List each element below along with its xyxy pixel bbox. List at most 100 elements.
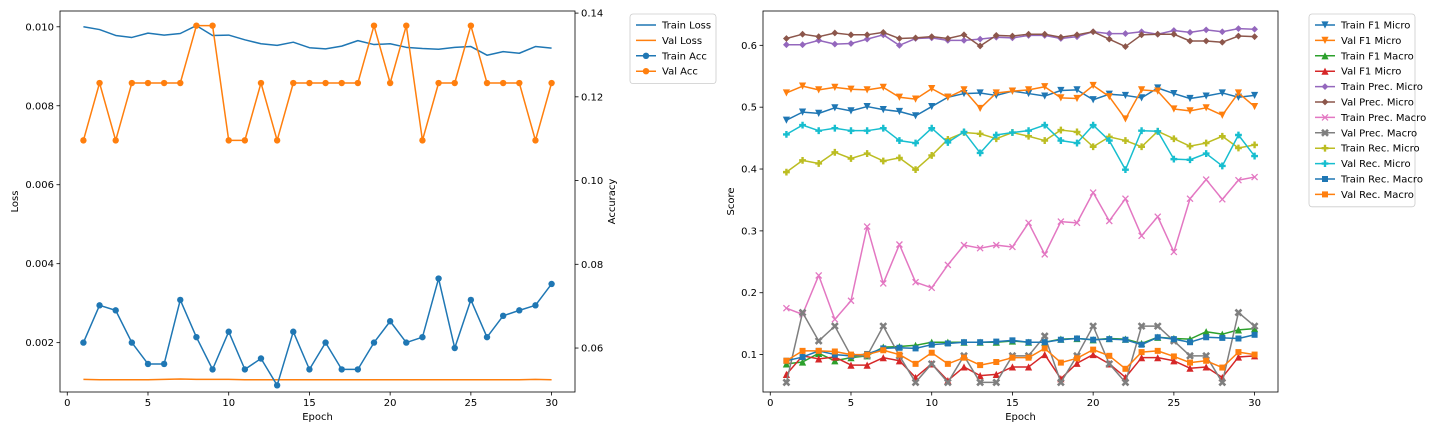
marker-circle (128, 339, 136, 346)
marker-plus-filled (1154, 127, 1162, 135)
marker-circle (516, 307, 523, 314)
data-point (831, 351, 838, 358)
series-line (83, 378, 552, 381)
data-point (960, 31, 968, 39)
marker-diamond (928, 33, 936, 41)
data-point (451, 344, 458, 352)
data-point (960, 36, 968, 44)
marker-plus-filled (799, 121, 806, 129)
series-val-prec-macro (782, 308, 1259, 387)
data-point (944, 139, 952, 146)
y-tick-label: 0.2 (741, 288, 757, 299)
marker-square (799, 347, 806, 354)
marker-diamond (1251, 25, 1258, 33)
data-point (1122, 166, 1129, 174)
marker-diamond (1186, 37, 1194, 45)
data-point (993, 359, 1000, 366)
legend: Train F1 Micro Val F1 Micro Train F1 Macro… (1308, 13, 1426, 208)
data-point (992, 241, 1000, 249)
data-point (799, 347, 806, 354)
marker-square (1057, 336, 1064, 343)
y-right-tick-label: 0.08 (581, 260, 603, 271)
series-train-prec-macro (782, 173, 1259, 323)
data-point (847, 85, 855, 93)
marker-square (993, 359, 1000, 366)
y-right-tick-label: 0.06 (581, 344, 603, 355)
marker-triangle-down (782, 116, 791, 124)
marker-square (1322, 191, 1328, 198)
data-point (1138, 143, 1145, 151)
data-point (516, 307, 523, 314)
marker-square (977, 339, 984, 346)
marker-plus-filled (944, 139, 952, 146)
marker-square (1009, 337, 1016, 344)
marker-square (993, 338, 1000, 345)
data-point (1234, 353, 1243, 361)
data-point (944, 35, 952, 42)
marker-plus-filled (896, 154, 903, 162)
marker-plus-filled (1170, 155, 1178, 163)
data-point (1089, 28, 1097, 36)
marker-plus-filled (1041, 121, 1049, 129)
series-line (83, 24, 552, 56)
marker-triangle-down (1137, 94, 1146, 102)
data-point (80, 339, 87, 346)
marker-x (1202, 176, 1210, 184)
marker-x (1073, 219, 1081, 227)
data-point (815, 109, 823, 117)
plot-area (80, 22, 555, 389)
marker-square (1219, 364, 1226, 371)
data-point (1218, 28, 1226, 36)
data-point (1089, 81, 1097, 90)
marker-circle (241, 366, 249, 373)
data-point (386, 79, 394, 87)
data-point (1203, 357, 1210, 364)
data-point (273, 137, 281, 144)
marker-diamond (1170, 27, 1178, 34)
marker-circle (193, 333, 200, 341)
legend-item: Val Loss (636, 36, 702, 47)
data-point (1024, 363, 1033, 371)
marker-circle (451, 79, 458, 87)
data-point (1186, 142, 1194, 150)
marker-x-filled (1040, 332, 1049, 340)
y-right-tick-label: 0.14 (581, 9, 603, 20)
data-point (290, 328, 297, 335)
marker-triangle-down (1202, 92, 1210, 100)
data-point (928, 124, 936, 132)
marker-square (1106, 352, 1113, 359)
data-point (976, 378, 985, 387)
x-tick-label: 0 (767, 398, 773, 409)
data-point (1057, 218, 1065, 226)
marker-circle (467, 296, 475, 304)
marker-plus-filled (1041, 137, 1049, 144)
data-point (1186, 195, 1194, 203)
marker-square (799, 354, 806, 361)
data-point (1041, 121, 1049, 129)
data-point (1041, 83, 1049, 91)
marker-triangle-up (863, 361, 871, 369)
marker-plus-filled (1235, 131, 1242, 139)
legend-label: Val Rec. Micro (1341, 159, 1411, 170)
marker-square (1138, 341, 1145, 348)
marker-triangle-up (879, 354, 887, 362)
marker-x (879, 279, 887, 287)
data-point (1186, 94, 1194, 103)
data-point (257, 79, 265, 87)
marker-diamond (799, 41, 806, 49)
data-point (895, 357, 904, 365)
marker-triangle-down (960, 86, 968, 94)
data-point (1186, 107, 1194, 115)
data-point (944, 340, 951, 347)
data-point (815, 160, 823, 167)
marker-x (928, 284, 936, 292)
data-point (1057, 336, 1064, 343)
series-line (82, 277, 553, 387)
data-point (1154, 127, 1162, 135)
data-point (1089, 143, 1097, 151)
marker-plus-filled (1321, 144, 1329, 152)
data-point (177, 296, 184, 304)
data-point (435, 275, 442, 282)
legend-item: Val F1 Micro (1315, 36, 1401, 47)
